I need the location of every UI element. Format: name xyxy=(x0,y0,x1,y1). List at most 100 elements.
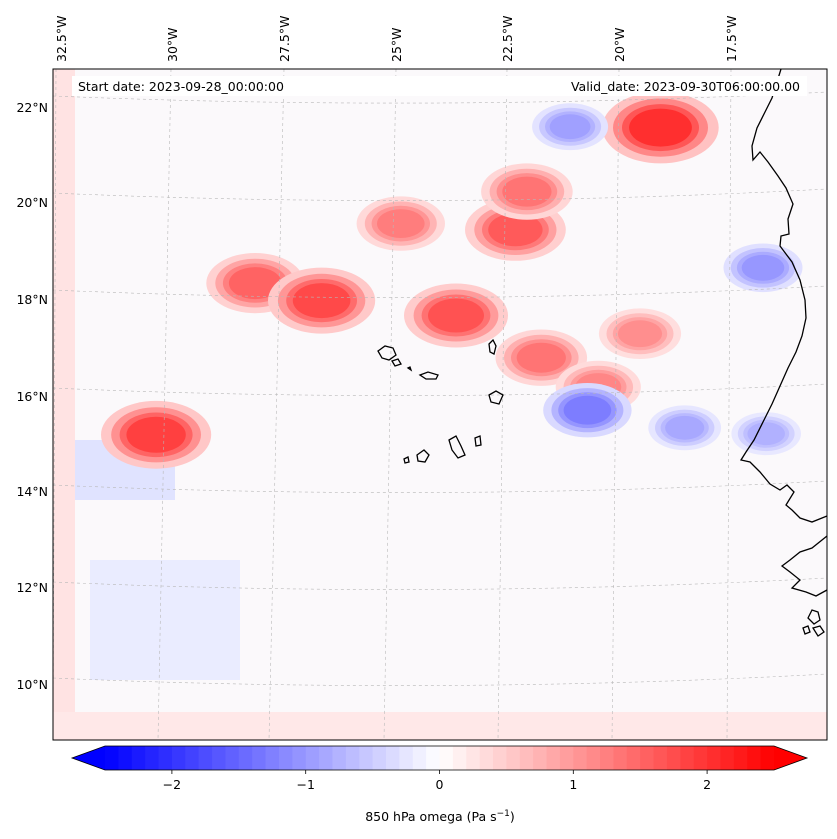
colorbar-cell xyxy=(493,746,507,770)
colorbar-cell xyxy=(426,746,441,770)
colorbar-cell xyxy=(586,746,601,770)
meridian-line xyxy=(268,69,285,740)
colorbar-tick-label: 2 xyxy=(703,777,711,792)
lat-label: 12°N xyxy=(16,580,48,595)
parallel-line xyxy=(53,673,827,686)
colorbar-cell xyxy=(720,746,735,770)
colorbar-cell xyxy=(305,746,320,770)
omega-contour xyxy=(126,416,186,453)
colorbar-cell xyxy=(345,746,360,770)
coastlines xyxy=(377,68,828,637)
colorbar-cell xyxy=(319,746,334,770)
colorbar-cell xyxy=(439,746,454,770)
cape-verde-santo-antao xyxy=(377,345,397,361)
colorbar-cell xyxy=(399,746,414,770)
lon-label: 27.5°W xyxy=(277,16,292,62)
colorbar-cell xyxy=(479,746,494,770)
colorbar-cell xyxy=(466,746,481,770)
colorbar-cell xyxy=(452,746,467,770)
colorbar-cell xyxy=(693,746,708,770)
lon-label: 25°W xyxy=(389,27,404,62)
colorbar-ticks: −2 −1 0 1 2 xyxy=(163,770,711,792)
lat-label: 20°N xyxy=(16,195,48,210)
colorbar-cell xyxy=(546,746,561,770)
colorbar-cell xyxy=(519,746,534,770)
colorbar-cell xyxy=(198,746,213,770)
lon-label: 32.5°W xyxy=(54,16,69,62)
parallel-line xyxy=(53,383,827,396)
colorbar-cell xyxy=(626,746,641,770)
colorbar-cell xyxy=(640,746,655,770)
weak-ascent-region xyxy=(90,560,240,680)
colorbar-tick-label: −1 xyxy=(296,777,314,792)
omega-contour xyxy=(488,213,543,247)
colorbar-cell xyxy=(105,746,119,770)
cape-verde-maio xyxy=(474,435,482,447)
colorbar-outline xyxy=(70,745,809,771)
colorbar-cell xyxy=(145,746,160,770)
parallel-line xyxy=(53,188,827,201)
cape-verde-brava xyxy=(403,456,410,464)
parallel-line xyxy=(53,577,827,590)
colorbar-cell xyxy=(292,746,307,770)
colorbar-cell xyxy=(747,746,762,770)
meridian-line xyxy=(611,69,620,740)
colorbar-cell xyxy=(412,746,427,770)
colorbar-tick-label: −2 xyxy=(163,777,181,792)
omega-contour xyxy=(428,298,484,333)
parallel-line xyxy=(53,91,827,104)
colorbar-cell xyxy=(653,746,668,770)
lon-label: 30°W xyxy=(165,27,180,62)
colorbar-cell xyxy=(760,746,775,770)
cape-verde-fogo xyxy=(416,449,430,463)
colorbar-cell xyxy=(252,746,267,770)
lat-label: 18°N xyxy=(16,292,48,307)
omega-contour xyxy=(292,283,351,319)
colorbar-extend-high xyxy=(774,746,807,770)
longitude-labels: 32.5°W 30°W 27.5°W 25°W 22.5°W 20°W 17.5… xyxy=(54,16,739,62)
colorbar-cell xyxy=(131,746,146,770)
colorbar-cell xyxy=(265,746,280,770)
bijagos-islands-outline xyxy=(802,609,825,637)
colorbar-cell xyxy=(238,746,253,770)
colorbar-cell xyxy=(225,746,240,770)
valid-date-label: Valid_date: 2023-09-30T06:00:00.00 xyxy=(571,79,800,94)
omega-contour xyxy=(741,254,785,281)
omega-contour xyxy=(377,209,425,239)
meridian-line xyxy=(497,69,508,740)
latitude-labels: 22°N 20°N 18°N 16°N 14°N 12°N 10°N xyxy=(16,100,48,692)
bottom-border-band xyxy=(53,712,827,740)
colorbar-tick-label: 1 xyxy=(569,777,577,792)
lat-label: 14°N xyxy=(16,484,48,499)
cape-verde-santiago xyxy=(448,435,466,459)
omega-contour xyxy=(747,422,785,446)
colorbar-cell xyxy=(171,746,186,770)
colorbar-cell xyxy=(533,746,548,770)
map-frame xyxy=(52,68,828,741)
colorbar-cell xyxy=(212,746,227,770)
omega-contour xyxy=(549,114,591,140)
info-banner xyxy=(72,76,807,96)
colorbar-label: 850 hPa omega (Pa s−1) xyxy=(365,809,515,824)
lon-label: 22.5°W xyxy=(500,16,515,62)
left-border-band xyxy=(53,69,75,740)
colorbar-tick-label: 0 xyxy=(436,777,444,792)
colorbar-cell xyxy=(278,746,293,770)
colorbar-cell xyxy=(559,746,574,770)
omega-contour xyxy=(516,342,566,373)
lon-label: 17.5°W xyxy=(724,16,739,62)
africa-coastline xyxy=(739,68,828,523)
omega-contour xyxy=(228,267,282,300)
colorbar-cell xyxy=(158,746,173,770)
colorbar-cell xyxy=(185,746,200,770)
colorbar-cell xyxy=(506,746,521,770)
parallel-line xyxy=(53,480,827,493)
omega-contour xyxy=(617,320,663,348)
colorbar-cell xyxy=(733,746,748,770)
colorbar-extend-low xyxy=(72,746,105,770)
colorbar-cell xyxy=(332,746,347,770)
omega-field xyxy=(53,69,827,740)
colorbar: −2 −1 0 1 2 850 hPa omega (Pa s−1) xyxy=(70,745,809,824)
lat-label: 16°N xyxy=(16,389,48,404)
